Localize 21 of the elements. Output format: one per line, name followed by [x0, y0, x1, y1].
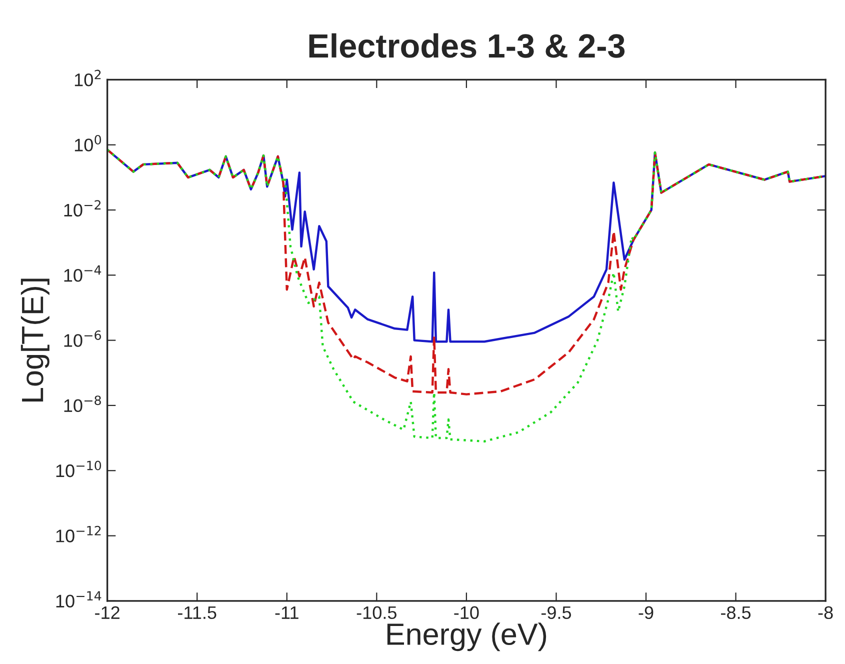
y-tick-label: 10$^{0}$ [74, 134, 102, 152]
x-tick-label: -8 [818, 606, 833, 620]
x-tick-label: -9 [638, 606, 654, 620]
y-tick-label: 10$^{−2}$ [64, 200, 101, 217]
y-tick-label: 10$^{−6}$ [64, 330, 102, 347]
x-tick-label: -12 [95, 606, 120, 619]
x-tick-label: -11 [275, 606, 298, 619]
x-tick-label: -10 [454, 606, 479, 620]
y-axis-title: Log[T(E)] [20, 278, 50, 402]
y-tick-label: 10$^{−14}$ [56, 591, 102, 608]
chart-title: Electrodes 1-3 & 2-3 [309, 33, 625, 58]
x-tick-label: -11.5 [178, 606, 216, 620]
x-tick-label: -8.5 [721, 606, 751, 620]
x-axis-title: Energy (eV) [387, 622, 546, 652]
x-tick-label: -10.5 [356, 606, 396, 620]
y-tick-label: 10$^{−4}$ [64, 265, 102, 282]
y-tick-label: 10$^{−10}$ [56, 460, 102, 478]
x-tick-label: -9.5 [541, 606, 572, 620]
y-tick-label: 10$^{−12}$ [56, 526, 101, 542]
y-tick-label: 10$^{2}$ [74, 70, 101, 86]
y-tick-label: 10$^{−8}$ [64, 396, 101, 412]
